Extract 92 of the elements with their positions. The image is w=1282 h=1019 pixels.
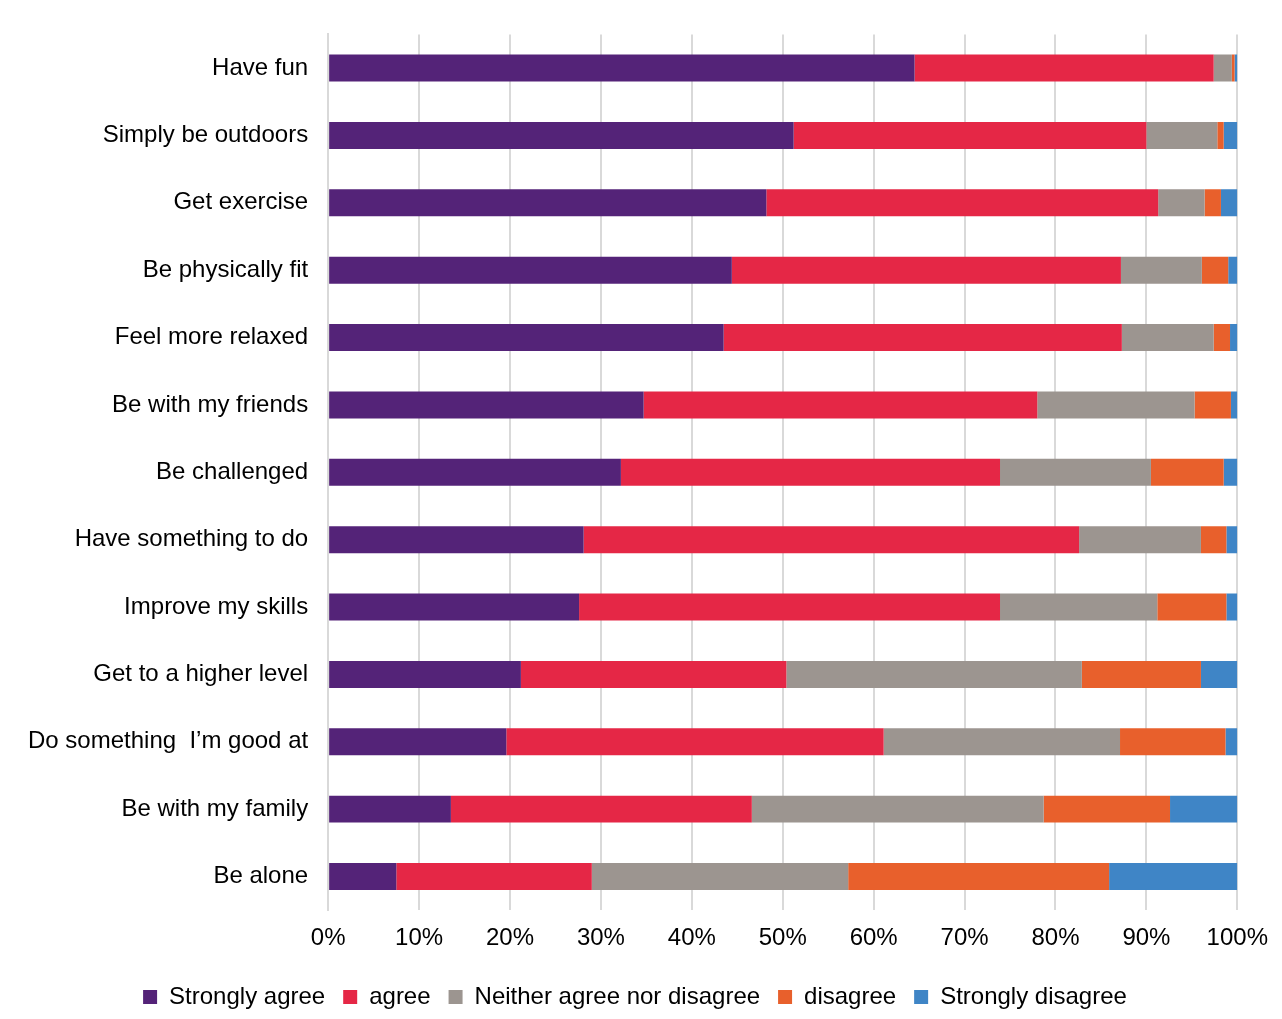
y-tick-label: Have something to do — [74, 524, 309, 552]
bar — [329, 324, 724, 352]
y-tick-label: Be with my friends — [112, 389, 309, 417]
bar — [1213, 324, 1231, 352]
bar — [620, 458, 1001, 486]
bar — [1213, 54, 1232, 82]
bar — [1223, 458, 1238, 486]
bar — [329, 660, 521, 688]
bar — [506, 728, 884, 756]
bar — [1157, 593, 1227, 621]
bar — [1000, 593, 1158, 621]
y-tick-label: Be physically fit — [142, 254, 309, 282]
y-tick-label: Have fun — [212, 52, 309, 80]
bar — [643, 391, 1038, 419]
bar — [723, 324, 1122, 352]
x-tick-label: 0% — [310, 923, 346, 951]
bar — [520, 660, 787, 688]
bar — [329, 795, 451, 823]
y-tick-label: Improve my skills — [124, 591, 309, 619]
bar — [1158, 189, 1205, 217]
bar — [1226, 526, 1238, 554]
bar — [329, 458, 621, 486]
bar — [1037, 391, 1195, 419]
bar — [766, 189, 1159, 217]
x-tick-label: 80% — [1031, 923, 1080, 951]
bar — [731, 256, 1121, 284]
x-tick-label: 50% — [758, 923, 807, 951]
bar — [1201, 256, 1229, 284]
bar — [914, 54, 1214, 82]
x-tick-label: 70% — [940, 923, 989, 951]
bar — [1217, 121, 1224, 149]
bar — [329, 256, 732, 284]
bar — [751, 795, 1044, 823]
y-tick-label: Feel more relaxed — [114, 322, 309, 350]
bar — [1204, 189, 1221, 217]
bar — [1228, 256, 1238, 284]
bar — [1120, 728, 1226, 756]
bar — [1081, 660, 1201, 688]
bar — [1121, 324, 1214, 352]
bar — [329, 593, 580, 621]
bar — [329, 391, 644, 419]
bar — [1225, 728, 1238, 756]
bar — [329, 54, 915, 82]
bar — [1000, 458, 1151, 486]
bar — [1146, 121, 1218, 149]
y-tick-label: Be with my family — [121, 793, 309, 821]
y-tick-label: Do something I’m good at — [27, 726, 309, 754]
bar — [329, 863, 397, 890]
bar — [1150, 458, 1224, 486]
y-tick-label: Get exercise — [173, 187, 309, 215]
y-tick-label: Be challenged — [156, 456, 309, 484]
bar — [793, 121, 1147, 149]
bar — [1223, 121, 1238, 149]
bar — [329, 189, 767, 217]
y-tick-label: Get to a higher level — [93, 659, 309, 687]
bar — [1226, 593, 1238, 621]
bar — [1109, 863, 1238, 890]
legend-label: Strongly agree — [169, 981, 326, 1009]
bar — [579, 593, 1001, 621]
legend-label: Neither agree nor disagree — [474, 981, 761, 1009]
bar — [1043, 795, 1171, 823]
bar — [1170, 795, 1238, 823]
bar — [1230, 391, 1238, 419]
bar — [848, 863, 1110, 890]
bar — [1220, 189, 1238, 217]
bar — [583, 526, 1080, 554]
bar — [1194, 391, 1231, 419]
bar — [1200, 660, 1238, 688]
bar — [450, 795, 752, 823]
x-tick-label: 100% — [1206, 923, 1268, 951]
bar — [1120, 256, 1202, 284]
bar — [1200, 526, 1227, 554]
x-tick-label: 30% — [576, 923, 625, 951]
bar — [329, 121, 794, 149]
bar — [329, 728, 507, 756]
x-tick-label: 40% — [667, 923, 716, 951]
legend-label: Strongly disagree — [940, 981, 1127, 1009]
y-tick-label: Be alone — [213, 861, 309, 889]
bar — [329, 526, 584, 554]
legend-label: disagree — [804, 981, 897, 1009]
x-tick-label: 20% — [485, 923, 534, 951]
bar — [1079, 526, 1201, 554]
bar — [786, 660, 1082, 688]
legend-label: agree — [369, 981, 431, 1009]
bar — [1230, 324, 1238, 352]
x-tick-label: 60% — [849, 923, 898, 951]
bar — [591, 863, 849, 890]
x-tick-label: 90% — [1122, 923, 1171, 951]
bar — [396, 863, 592, 890]
y-tick-label: Simply be outdoors — [102, 120, 309, 148]
x-tick-label: 10% — [395, 923, 444, 951]
bar — [883, 728, 1121, 756]
